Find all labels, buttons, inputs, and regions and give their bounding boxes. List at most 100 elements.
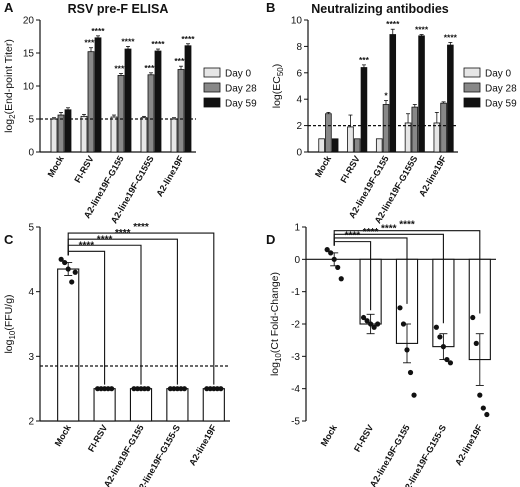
legend-label: Day 59 (225, 99, 257, 110)
data-point (72, 269, 78, 275)
panel-letter: B (266, 0, 275, 15)
y-tick-label: 15 (23, 49, 35, 60)
significance-label: **** (386, 19, 400, 29)
y-tick-label: -5 (291, 417, 300, 428)
data-point (470, 314, 476, 321)
legend-swatch (463, 97, 481, 108)
bar (375, 138, 383, 153)
y-tick-label: -1 (291, 287, 300, 298)
bar (147, 74, 155, 153)
significance-bracket (67, 238, 178, 385)
bar (440, 102, 447, 153)
data-point (328, 250, 334, 256)
data-point (444, 356, 450, 363)
data-point (335, 264, 341, 271)
bar (360, 67, 368, 153)
significance-label: **** (79, 240, 95, 251)
x-tick-label: FI-RSV (86, 423, 109, 454)
y-tick-label: 10 (23, 82, 35, 93)
significance-label: *** (359, 55, 370, 65)
x-tick-label: A2-line19F (187, 423, 219, 468)
significance-label: **** (415, 25, 429, 35)
legend-label: Day 0 (485, 69, 512, 80)
data-point (371, 324, 377, 330)
bar (411, 106, 419, 153)
data-point (477, 392, 483, 398)
data-point (397, 305, 403, 311)
significance-label: **** (399, 220, 415, 231)
significance-label: **** (345, 231, 361, 242)
data-point (447, 360, 454, 366)
bar (170, 118, 178, 153)
bar (93, 388, 116, 422)
significance-label: **** (115, 228, 131, 239)
data-point (440, 344, 446, 350)
bar (50, 118, 58, 153)
legend-swatch (463, 82, 481, 93)
data-point (364, 318, 370, 324)
significance-label: **** (114, 63, 128, 73)
significance-label: **** (174, 56, 188, 66)
x-tick-label: A2-line19F (154, 154, 186, 199)
data-point (324, 247, 330, 253)
bar (57, 268, 80, 422)
y-tick-label: 10 (291, 16, 303, 27)
legend-swatch (463, 67, 481, 78)
y-tick-label: -2 (291, 320, 300, 331)
bar (140, 117, 148, 153)
data-point (407, 369, 414, 376)
legend-label: Day 28 (225, 84, 257, 95)
data-point (360, 314, 367, 321)
y-tick-label: 5 (28, 115, 34, 126)
data-point (411, 392, 417, 398)
bar (447, 44, 454, 153)
significance-bracket (67, 232, 215, 385)
data-point (69, 279, 75, 285)
significance-label: **** (381, 223, 397, 234)
panel-b-neutralizing-chart: B Neutralizing antibodies 0 2 4 6 8 10 log(EC50)… (266, 0, 517, 225)
data-point (65, 266, 71, 272)
bar (347, 126, 354, 153)
data-point (433, 324, 439, 330)
significance-bracket (333, 233, 444, 324)
bar (325, 113, 332, 153)
significance-bracket (333, 230, 481, 314)
bar (318, 138, 325, 153)
bar (382, 104, 390, 153)
legend-swatch (203, 82, 221, 93)
bar (433, 122, 441, 153)
bar (129, 388, 153, 422)
bar (80, 115, 88, 153)
bar (177, 69, 185, 153)
panel-letter: A (4, 0, 14, 15)
x-tick-label: A2-line19F (417, 154, 449, 199)
data-point (58, 256, 64, 262)
data-point (437, 334, 443, 340)
bar (117, 75, 125, 153)
panel-a-elisa-chart: A RSV pre-F ELISA 0 5 10 15 20 log2(End-point T… (3, 0, 257, 225)
y-tick-label: -4 (291, 384, 300, 395)
significance-label: **** (133, 222, 149, 233)
y-tick-label: 0 (28, 148, 34, 159)
data-point (400, 321, 407, 327)
bar (202, 388, 225, 422)
data-point (484, 411, 490, 418)
significance-label: **** (151, 39, 165, 49)
y-tick-label: 4 (296, 95, 302, 106)
significance-label: **** (121, 36, 135, 46)
bar (389, 34, 397, 153)
y-tick-label: 0 (296, 148, 302, 159)
significance-label: **** (181, 34, 195, 44)
legend-label: Day 28 (485, 84, 517, 95)
significance-label: **** (444, 32, 458, 42)
bar (110, 116, 118, 153)
y-tick-label: 2 (28, 417, 34, 428)
significance-label: **** (91, 26, 105, 36)
x-tick-label: Mock (313, 153, 334, 179)
y-tick-label: 0 (294, 255, 300, 266)
significance-label: **** (363, 227, 379, 238)
bar (331, 138, 339, 153)
data-point (473, 340, 479, 346)
y-tick-label: 2 (296, 121, 302, 132)
